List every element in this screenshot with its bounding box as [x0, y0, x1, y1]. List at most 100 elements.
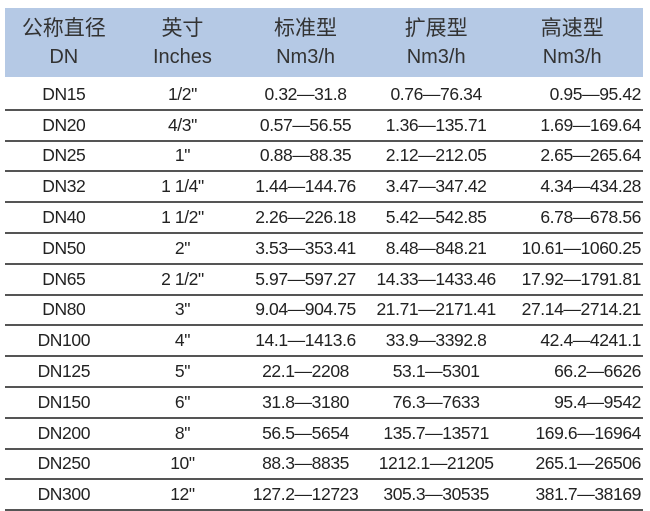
- cell-inches: 8": [174, 422, 191, 443]
- cell-extended: 53.1—5301: [392, 361, 480, 382]
- cell-high-speed: 1.69—169.64: [540, 114, 641, 135]
- header-en: Nm3/h: [406, 45, 466, 68]
- flow-range-table: 公称直径 DN 英寸 Inches 标准型 Nm3/h 扩展型 Nm3/h 高速型 Nm3/h D…: [5, 8, 643, 511]
- cell-extended: 3.47—347.42: [385, 176, 487, 197]
- table-row: DN65 2 1/2" 5.97—597.27 14.33—1433.46 17.92—…: [5, 265, 643, 296]
- header-high-speed: 高速型 Nm3/h: [503, 8, 643, 77]
- cell-high-speed: 265.1—26506: [535, 453, 641, 474]
- table-row: DN200 8" 56.5—5654 135.7—13571 169.6—16964: [5, 419, 643, 450]
- cell-dn: DN40: [42, 207, 86, 228]
- cell-dn: DN32: [42, 176, 86, 197]
- table-row: DN100 4" 14.1—1413.6 33.9—3392.8 42.4—4241.1: [5, 326, 643, 358]
- cell-standard: 127.2—12723: [252, 484, 359, 505]
- header-standard: 标准型 Nm3/h: [242, 8, 369, 77]
- cell-high-speed: 4.34—434.28: [540, 176, 641, 197]
- cell-high-speed: 17.92—1791.81: [521, 268, 642, 289]
- cell-standard: 1.44—144.76: [255, 176, 356, 197]
- table-row: DN250 10" 88.3—8835 1212.1—21205 265.1—26506: [5, 450, 643, 481]
- cell-dn: DN200: [37, 422, 91, 443]
- cell-standard: 5.97—597.27: [255, 268, 356, 289]
- cell-dn: DN50: [42, 237, 86, 258]
- table-row: DN32 1 1/4" 1.44—144.76 3.47—347.42 4.34—434…: [5, 172, 643, 204]
- cell-high-speed: 66.2—6626: [554, 361, 641, 382]
- cell-inches: 6": [174, 391, 191, 412]
- cell-inches: 2": [174, 237, 191, 258]
- table-row: DN80 3" 9.04—904.75 21.71—2171.41 27.14—2714…: [5, 296, 643, 327]
- header-dn: 公称直径 DN: [5, 8, 123, 77]
- header-cn: 标准型: [274, 16, 338, 40]
- cell-extended: 135.7—13571: [383, 422, 489, 443]
- cell-standard: 3.53—353.41: [255, 237, 356, 258]
- cell-standard: 0.32—31.8: [264, 83, 347, 104]
- cell-standard: 14.1—1413.6: [255, 330, 356, 351]
- table-row: DN20 4/3" 0.57—56.55 1.36—135.71 1.69—169.64: [5, 111, 643, 142]
- cell-dn: DN25: [42, 145, 86, 166]
- cell-high-speed: 381.7—38169: [535, 484, 641, 505]
- cell-dn: DN250: [37, 453, 91, 474]
- header-en: Inches: [152, 45, 212, 68]
- cell-standard: 31.8—3180: [262, 391, 349, 412]
- cell-extended: 33.9—3392.8: [385, 330, 487, 351]
- table-row: DN15 1/2" 0.32—31.8 0.76—76.34 0.95—95.42: [5, 80, 643, 111]
- cell-high-speed: 10.61—1060.25: [521, 237, 642, 258]
- cell-extended: 1.36—135.71: [385, 114, 487, 135]
- table-body: DN15 1/2" 0.32—31.8 0.76—76.34 0.95—95.42 DN2…: [5, 80, 643, 511]
- cell-extended: 2.12—212.05: [385, 145, 487, 166]
- cell-standard: 22.1—2208: [262, 361, 349, 382]
- header-extended: 扩展型 Nm3/h: [369, 8, 504, 77]
- cell-extended: 8.48—848.21: [385, 237, 487, 258]
- header-cn: 英寸: [161, 16, 204, 40]
- table-row: DN125 5" 22.1—2208 53.1—5301 66.2—6626: [5, 357, 643, 388]
- cell-extended: 1212.1—21205: [378, 453, 494, 474]
- cell-dn: DN150: [37, 391, 91, 412]
- header-cn: 高速型: [540, 16, 604, 40]
- cell-dn: DN300: [37, 484, 91, 505]
- cell-inches: 4/3": [167, 114, 197, 135]
- header-en: Nm3/h: [276, 45, 335, 68]
- cell-dn: DN100: [37, 330, 91, 351]
- cell-inches: 3": [174, 299, 191, 320]
- cell-dn: DN65: [42, 268, 86, 289]
- cell-high-speed: 27.14—2714.21: [521, 299, 642, 320]
- cell-high-speed: 0.95—95.42: [549, 83, 642, 104]
- header-inches: 英寸 Inches: [123, 8, 243, 77]
- cell-standard: 2.26—226.18: [255, 207, 356, 228]
- cell-standard: 0.57—56.55: [259, 114, 352, 135]
- cell-inches: 1 1/2": [161, 207, 204, 228]
- cell-high-speed: 95.4—9542: [554, 391, 641, 412]
- header-en: Nm3/h: [542, 45, 602, 68]
- table-header: 公称直径 DN 英寸 Inches 标准型 Nm3/h 扩展型 Nm3/h 高速型 Nm3/h: [5, 8, 643, 77]
- cell-standard: 0.88—88.35: [259, 145, 352, 166]
- cell-extended: 21.71—2171.41: [376, 299, 496, 320]
- cell-extended: 14.33—1433.46: [376, 268, 496, 289]
- cell-extended: 0.76—76.34: [390, 83, 482, 104]
- cell-extended: 5.42—542.85: [385, 207, 487, 228]
- cell-standard: 88.3—8835: [262, 453, 349, 474]
- cell-dn: DN80: [42, 299, 86, 320]
- cell-inches: 1": [174, 145, 191, 166]
- cell-inches: 4": [174, 330, 191, 351]
- cell-standard: 56.5—5654: [262, 422, 349, 443]
- cell-extended: 76.3—7633: [392, 391, 480, 412]
- cell-high-speed: 2.65—265.64: [540, 145, 641, 166]
- cell-high-speed: 169.6—16964: [535, 422, 641, 443]
- table-row: DN150 6" 31.8—3180 76.3—7633 95.4—9542: [5, 388, 643, 419]
- cell-inches: 2 1/2": [161, 268, 204, 289]
- cell-dn: DN20: [42, 114, 86, 135]
- cell-standard: 9.04—904.75: [255, 299, 356, 320]
- header-cn: 公称直径: [21, 16, 106, 40]
- cell-high-speed: 42.4—4241.1: [540, 330, 641, 351]
- cell-inches: 1/2": [167, 83, 197, 104]
- cell-inches: 10": [170, 453, 195, 474]
- table-row: DN40 1 1/2" 2.26—226.18 5.42—542.85 6.78—678…: [5, 203, 643, 234]
- cell-inches: 12": [170, 484, 195, 505]
- cell-dn: DN15: [42, 83, 86, 104]
- cell-inches: 1 1/4": [161, 176, 204, 197]
- cell-inches: 5": [174, 361, 191, 382]
- table-row: DN25 1" 0.88—88.35 2.12—212.05 2.65—265.64: [5, 142, 643, 173]
- table-row: DN300 12" 127.2—12723 305.3—30535 381.7—3816…: [5, 480, 643, 511]
- cell-high-speed: 6.78—678.56: [540, 207, 641, 228]
- header-cn: 扩展型: [404, 16, 468, 40]
- cell-extended: 305.3—30535: [383, 484, 489, 505]
- table-row: DN50 2" 3.53—353.41 8.48—848.21 10.61—1060.2…: [5, 234, 643, 265]
